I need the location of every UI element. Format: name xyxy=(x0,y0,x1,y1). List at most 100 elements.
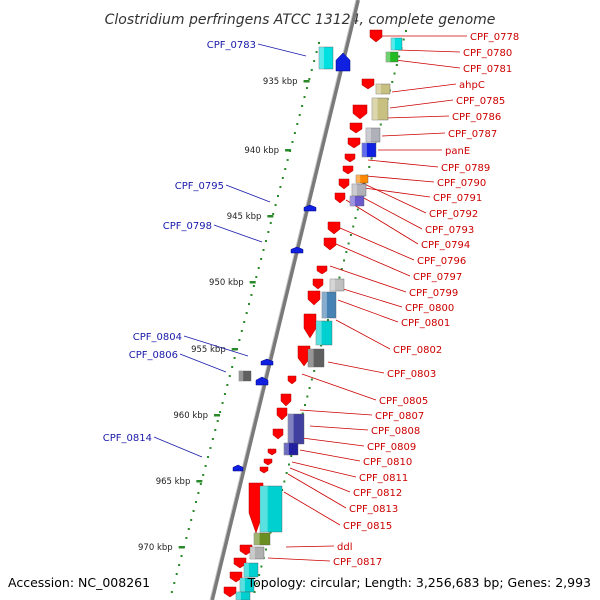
reverse-label-leader xyxy=(359,195,423,230)
reverse-gene-block xyxy=(259,485,283,533)
reverse-gene-block xyxy=(321,291,337,319)
scale-tick-label: 935 kbp xyxy=(263,77,298,87)
scale-dot xyxy=(291,141,294,143)
feature-block-shade xyxy=(366,128,371,142)
scale-dot xyxy=(286,159,289,161)
scale-dot xyxy=(301,105,304,107)
reverse-label-leader xyxy=(391,83,457,93)
feature-track-dot xyxy=(320,344,323,347)
feature-block-body xyxy=(315,320,333,346)
reverse-gene-block xyxy=(365,127,381,143)
scale-dot xyxy=(303,96,306,98)
feature-track-dot xyxy=(354,217,357,219)
reverse-label-leader xyxy=(337,299,399,323)
forward-gene-block xyxy=(238,370,252,382)
feature-block-body xyxy=(243,562,259,578)
reverse-label-leader xyxy=(289,467,351,493)
reverse-label-leader xyxy=(385,115,450,119)
scale-tick xyxy=(231,348,238,351)
gene-features xyxy=(223,29,403,600)
feature-track-dot xyxy=(398,55,401,58)
scale-tick xyxy=(249,281,256,284)
forward-gene-arrow xyxy=(335,52,351,72)
scale-dot xyxy=(228,375,231,377)
feature-block-body xyxy=(321,291,337,319)
feature-block-body xyxy=(259,485,283,533)
reverse-gene-arrow xyxy=(307,290,321,306)
feature-block-body xyxy=(235,591,251,600)
scale-dot xyxy=(214,429,217,431)
scale-dot xyxy=(216,420,219,422)
feature-block-body xyxy=(390,37,403,51)
reverse-gene-arrow xyxy=(239,544,253,556)
gene-label-cpf-0793: CPF_0793 xyxy=(425,225,474,236)
feature-track-dot xyxy=(326,319,329,321)
scale-tick-label: 940 kbp xyxy=(244,146,279,156)
reverse-label-leader xyxy=(339,287,403,308)
reverse-gene-arrow xyxy=(303,313,317,339)
feature-block-shade xyxy=(254,533,260,545)
feature-block-shade xyxy=(244,563,249,577)
gene-label-cpf-0795: CPF_0795 xyxy=(175,181,224,192)
scale-dot xyxy=(219,411,222,413)
scale-dot xyxy=(276,195,279,197)
scale-dot xyxy=(223,393,226,395)
reverse-gene-arrow xyxy=(248,482,264,534)
scale-dot xyxy=(248,303,251,305)
gene-label-cpf-0781: CPF_0781 xyxy=(463,64,512,75)
feature-block-body xyxy=(318,46,334,70)
scale-dot xyxy=(211,438,214,440)
reverse-label-leader xyxy=(363,187,431,198)
gene-label-cpf-0812: CPF_0812 xyxy=(353,488,402,499)
feature-block-shade xyxy=(330,279,335,291)
reverse-gene-block xyxy=(239,577,255,593)
gene-label-ddl: ddl xyxy=(337,542,352,553)
gene-label-cpf-0804: CPF_0804 xyxy=(133,332,182,343)
feature-track-dot xyxy=(402,38,405,41)
forward-gene-arrow xyxy=(260,358,274,366)
feature-block-shade xyxy=(288,414,294,444)
scale-dot xyxy=(313,60,316,62)
reverse-label-leader xyxy=(339,227,415,261)
feature-block-shade xyxy=(362,143,367,157)
feature-block-shade xyxy=(376,84,381,94)
reverse-gene-arrow xyxy=(297,345,311,367)
feature-track-dot xyxy=(395,64,398,66)
reverse-gene-arrow xyxy=(338,178,350,190)
reverse-label-leader xyxy=(335,243,411,277)
feature-block-body xyxy=(355,174,369,184)
feature-track-dot xyxy=(343,259,346,262)
reverse-label-leader xyxy=(381,132,446,137)
gene-label-cpf-0786: CPF_0786 xyxy=(452,112,501,123)
feature-block-shade xyxy=(352,184,357,196)
gene-label-cpf-0791: CPF_0791 xyxy=(433,193,482,204)
reverse-label-leader xyxy=(299,409,373,416)
gene-label-cpf-0789: CPF_0789 xyxy=(441,163,490,174)
scale-dot xyxy=(284,168,287,170)
gene-label-cpf-0808: CPF_0808 xyxy=(371,426,420,437)
feature-track-dot xyxy=(265,548,268,551)
reverse-gene-arrow xyxy=(312,278,324,290)
reverse-gene-block xyxy=(351,183,367,197)
scale-dot xyxy=(173,582,176,584)
reverse-label-leader xyxy=(283,491,341,526)
gene-label-cpf-0815: CPF_0815 xyxy=(343,521,392,532)
feature-block-shade xyxy=(372,98,378,120)
feature-track-dot xyxy=(310,378,313,381)
scale-dot xyxy=(308,78,311,80)
scale-dot xyxy=(255,276,258,278)
forward-gene-arrow xyxy=(255,376,269,386)
reverse-gene-arrow xyxy=(344,153,356,163)
reverse-label-leader xyxy=(397,49,461,53)
feature-track-dot xyxy=(308,387,311,389)
scale-dot xyxy=(180,555,183,557)
reverse-gene-arrow xyxy=(229,571,243,583)
reverse-gene-arrow xyxy=(323,237,337,251)
feature-track-dot xyxy=(338,276,341,279)
scale-dot xyxy=(243,321,246,323)
reverse-gene-block xyxy=(371,97,389,121)
reverse-label-leader xyxy=(389,99,454,109)
reverse-label-leader xyxy=(291,461,357,478)
reverse-label-leader xyxy=(301,437,365,447)
forward-gene-arrow xyxy=(303,204,317,212)
